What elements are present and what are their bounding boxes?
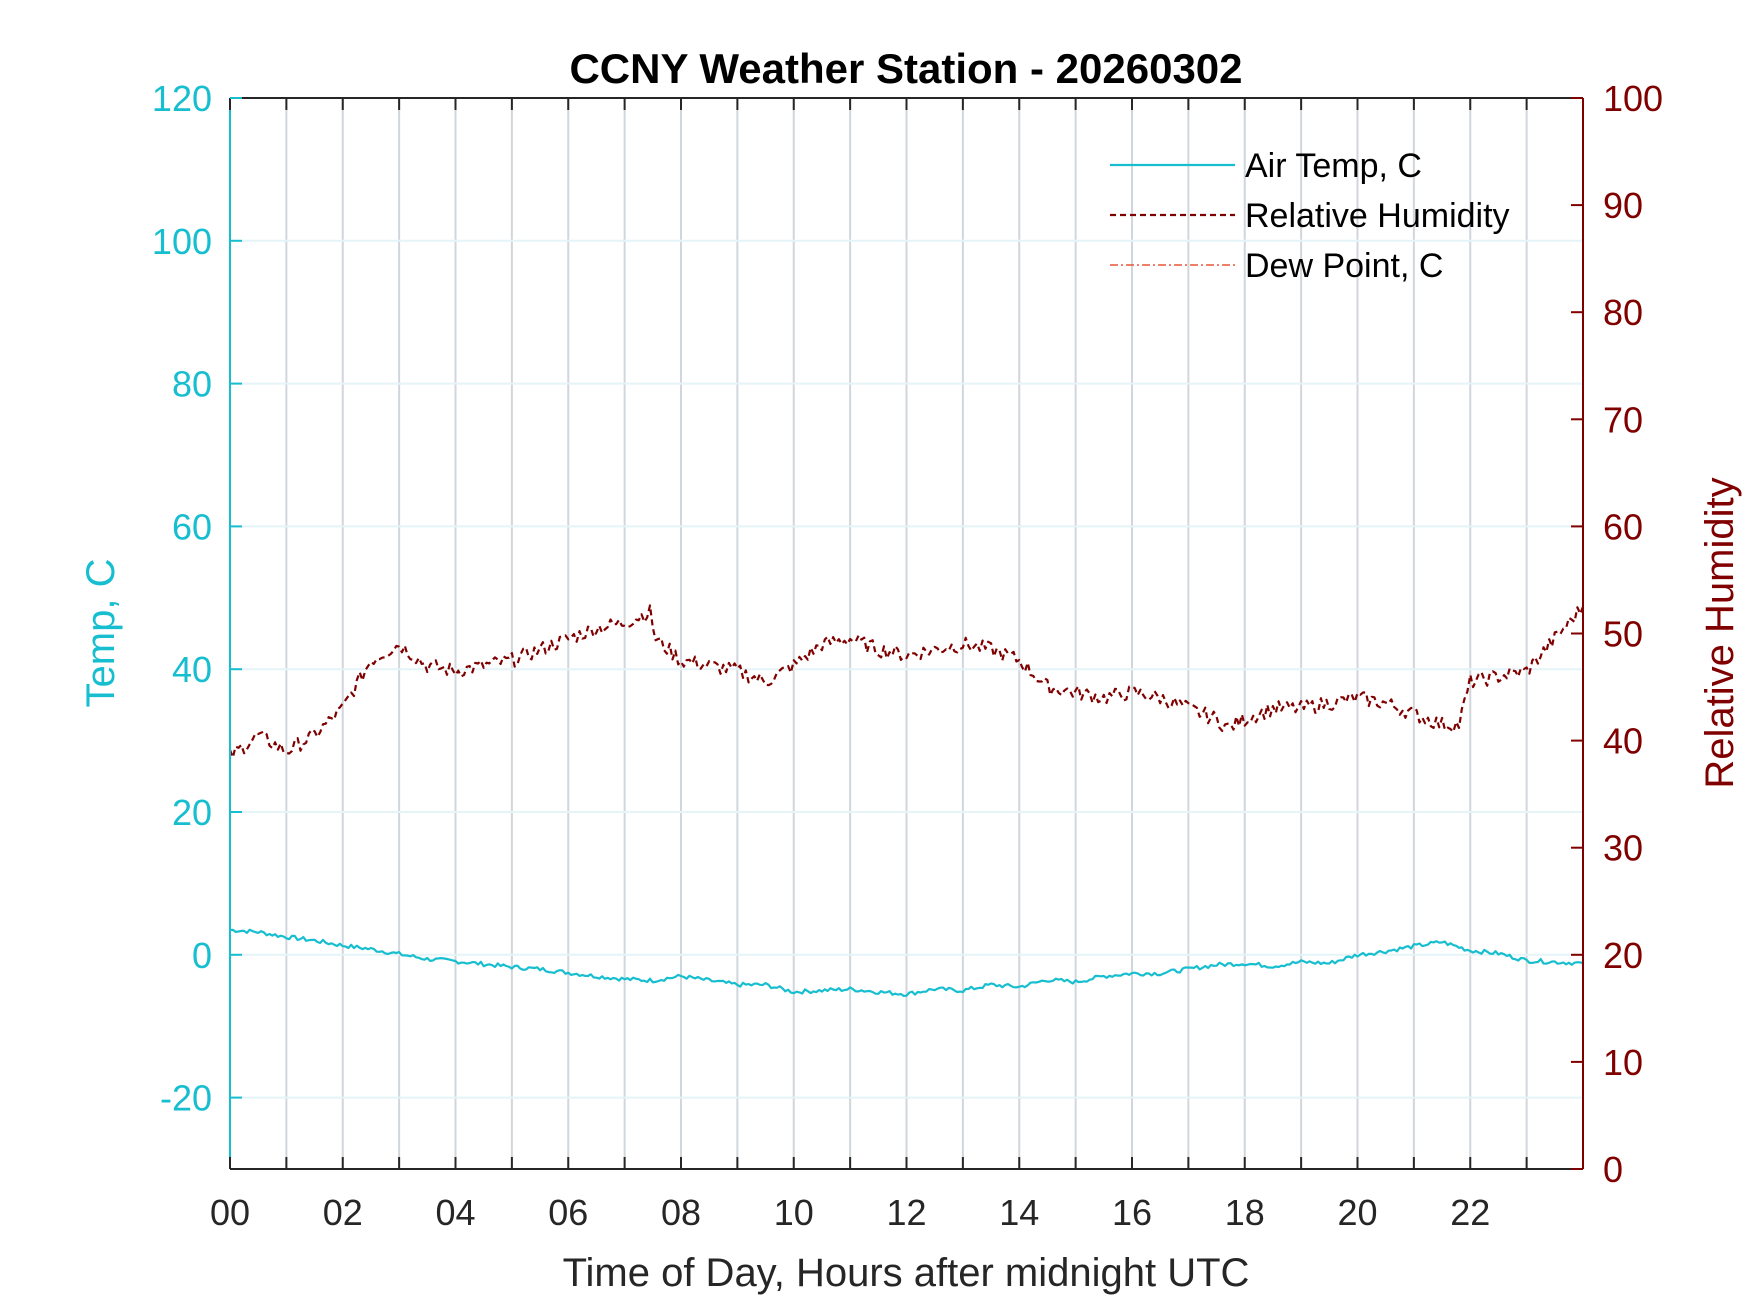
x-tick-label: 16 <box>1112 1192 1152 1233</box>
air-temp-line <box>229 928 1584 997</box>
x-tick-label: 08 <box>661 1192 701 1233</box>
x-tick-label: 00 <box>210 1192 250 1233</box>
chart-title: CCNY Weather Station - 20260302 <box>569 45 1242 92</box>
left-tick-label: 120 <box>152 78 212 119</box>
right-tick-label: 60 <box>1603 506 1643 547</box>
right-y-axis-label: Relative Humidity <box>1698 477 1742 788</box>
legend-label: Relative Humidity <box>1245 197 1510 235</box>
axes: 00 02 04 06 08 10 12 14 16 18 20 22-200204060801001… <box>152 78 1663 1233</box>
x-tick-label: 18 <box>1225 1192 1265 1233</box>
right-tick-label: 100 <box>1603 78 1663 119</box>
left-tick-label: 100 <box>152 221 212 262</box>
x-tick-label: 12 <box>886 1192 926 1233</box>
x-tick-label: 22 <box>1450 1192 1490 1233</box>
right-tick-label: 50 <box>1603 614 1643 655</box>
left-tick-label: 60 <box>172 506 212 547</box>
right-tick-label: 70 <box>1603 399 1643 440</box>
x-axis-label: Time of Day, Hours after midnight UTC <box>563 1251 1250 1295</box>
right-tick-label: 80 <box>1603 292 1643 333</box>
right-tick-label: 40 <box>1603 721 1643 762</box>
right-tick-label: 20 <box>1603 935 1643 976</box>
x-tick-label: 04 <box>435 1192 475 1233</box>
x-tick-label: 02 <box>323 1192 363 1233</box>
legend-label: Dew Point, C <box>1245 247 1443 285</box>
series-layer <box>228 604 1585 997</box>
left-tick-label: 20 <box>172 792 212 833</box>
x-tick-label: 20 <box>1337 1192 1377 1233</box>
legend-label: Air Temp, C <box>1245 147 1422 185</box>
right-tick-label: 30 <box>1603 828 1643 869</box>
x-tick-label: 06 <box>548 1192 588 1233</box>
left-tick-label: 80 <box>172 364 212 405</box>
grid-lines <box>230 97 1583 1169</box>
left-tick-label: 40 <box>172 649 212 690</box>
right-tick-label: 10 <box>1603 1042 1643 1083</box>
right-tick-label: 90 <box>1603 185 1643 226</box>
left-y-axis-label: Temp, C <box>79 559 123 708</box>
humidity-line <box>228 604 1585 759</box>
left-tick-label: -20 <box>160 1078 212 1119</box>
right-tick-label: 0 <box>1603 1149 1623 1190</box>
left-tick-label: 0 <box>192 935 212 976</box>
x-tick-label: 10 <box>774 1192 814 1233</box>
x-tick-label: 14 <box>999 1192 1039 1233</box>
legend: Air Temp, C Relative Humidity Dew Point, C <box>1110 147 1510 285</box>
